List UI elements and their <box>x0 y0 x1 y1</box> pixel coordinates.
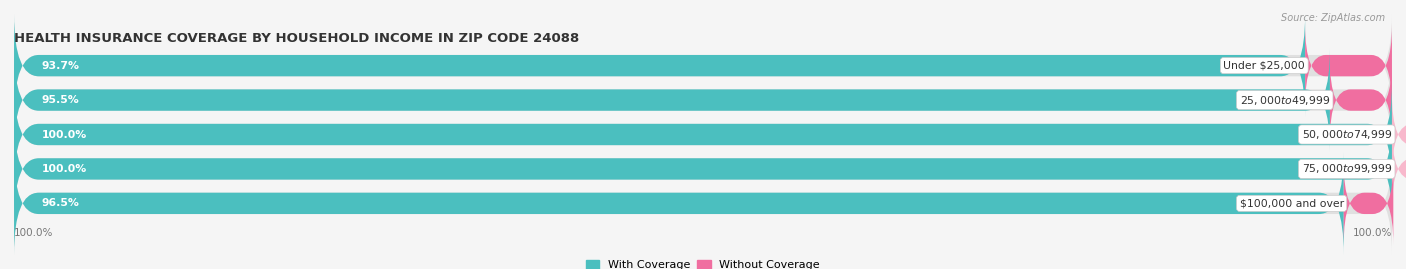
FancyBboxPatch shape <box>1305 25 1392 107</box>
Text: HEALTH INSURANCE COVERAGE BY HOUSEHOLD INCOME IN ZIP CODE 24088: HEALTH INSURANCE COVERAGE BY HOUSEHOLD I… <box>14 32 579 45</box>
Text: 100.0%: 100.0% <box>42 129 87 140</box>
Text: 93.7%: 93.7% <box>42 61 80 71</box>
FancyBboxPatch shape <box>1344 162 1393 244</box>
Text: 96.5%: 96.5% <box>42 198 80 208</box>
Text: $25,000 to $49,999: $25,000 to $49,999 <box>1240 94 1330 107</box>
Text: 95.5%: 95.5% <box>42 95 79 105</box>
Legend: With Coverage, Without Coverage: With Coverage, Without Coverage <box>586 260 820 269</box>
FancyBboxPatch shape <box>14 83 1392 186</box>
FancyBboxPatch shape <box>14 49 1392 151</box>
Text: $50,000 to $74,999: $50,000 to $74,999 <box>1302 128 1392 141</box>
FancyBboxPatch shape <box>14 83 1392 186</box>
FancyBboxPatch shape <box>14 14 1305 117</box>
FancyBboxPatch shape <box>14 118 1392 220</box>
Text: 100.0%: 100.0% <box>42 164 87 174</box>
FancyBboxPatch shape <box>14 14 1392 117</box>
FancyBboxPatch shape <box>14 152 1344 255</box>
Text: 100.0%: 100.0% <box>1353 228 1392 238</box>
FancyBboxPatch shape <box>1392 94 1406 175</box>
FancyBboxPatch shape <box>1330 59 1392 141</box>
Text: $75,000 to $99,999: $75,000 to $99,999 <box>1302 162 1392 175</box>
Text: 100.0%: 100.0% <box>14 228 53 238</box>
Text: $100,000 and over: $100,000 and over <box>1240 198 1344 208</box>
FancyBboxPatch shape <box>1392 128 1406 210</box>
FancyBboxPatch shape <box>14 49 1330 151</box>
Text: Under $25,000: Under $25,000 <box>1223 61 1305 71</box>
Text: Source: ZipAtlas.com: Source: ZipAtlas.com <box>1281 13 1385 23</box>
FancyBboxPatch shape <box>14 118 1392 220</box>
FancyBboxPatch shape <box>14 152 1392 255</box>
